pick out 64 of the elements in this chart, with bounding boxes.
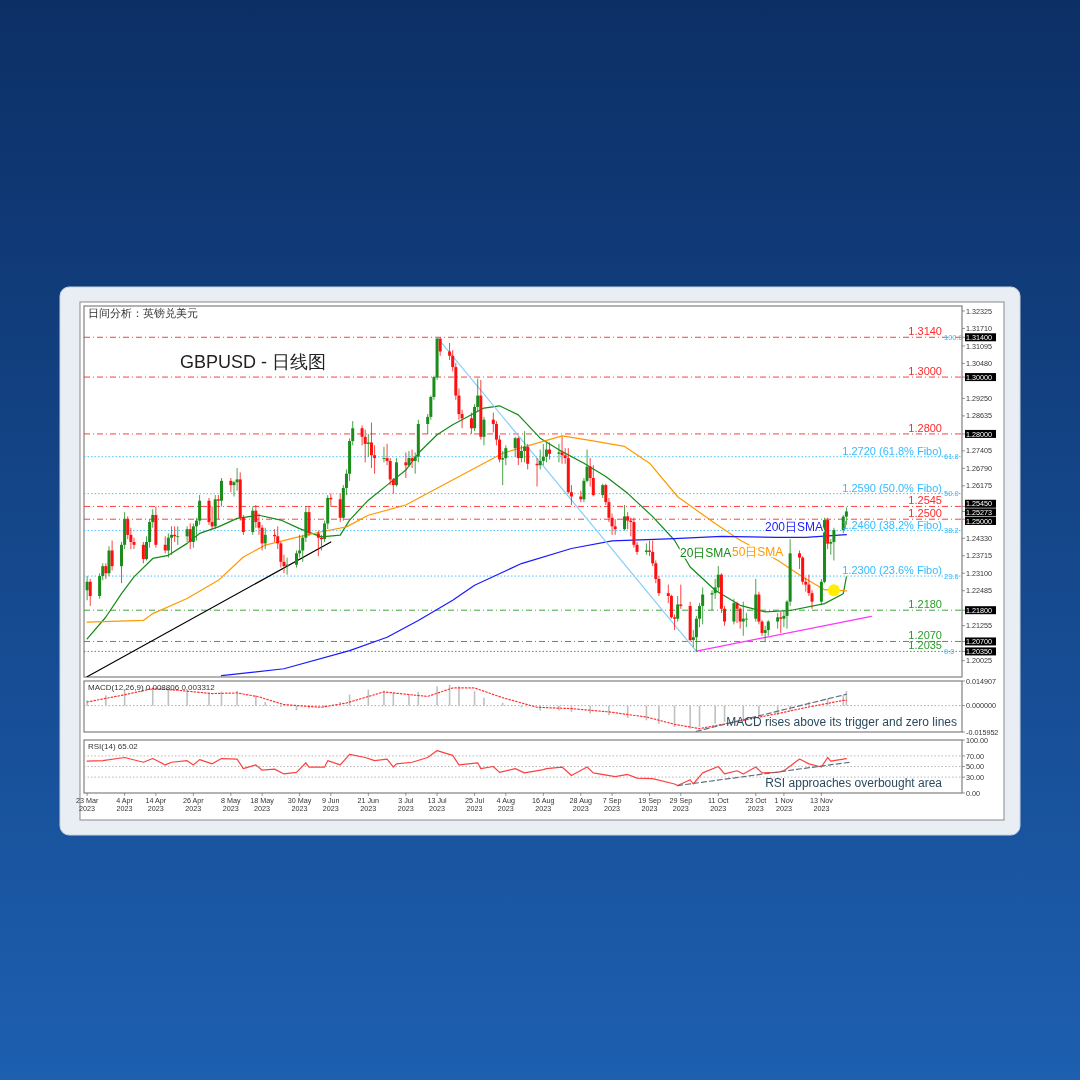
candlestick bbox=[544, 442, 548, 463]
chart-title: RSI(14) 65.02 bbox=[88, 742, 139, 751]
candlestick bbox=[548, 442, 552, 460]
candlestick bbox=[557, 443, 561, 463]
candlestick bbox=[176, 525, 180, 546]
candlestick bbox=[85, 575, 89, 601]
candlestick bbox=[107, 545, 111, 577]
candlestick bbox=[382, 446, 386, 463]
ref-line-label: 1.2545 bbox=[908, 494, 942, 507]
candlestick bbox=[185, 525, 189, 543]
annotation: 日间分析：英镑兑美元 bbox=[88, 307, 198, 319]
candlestick bbox=[526, 443, 530, 470]
annotation: RSI approaches overbought area bbox=[765, 776, 943, 790]
candlestick bbox=[366, 433, 370, 458]
candlestick bbox=[316, 530, 320, 557]
ref-line-label: 1.2180 bbox=[908, 598, 942, 611]
ref-line-label: 1.2800 bbox=[908, 421, 942, 434]
candlestick bbox=[363, 429, 367, 463]
line-series bbox=[86, 687, 847, 730]
candlestick bbox=[88, 578, 92, 607]
ref-line-label: 1.3000 bbox=[908, 365, 942, 378]
candlestick bbox=[235, 467, 239, 492]
candlestick bbox=[438, 336, 442, 357]
candlestick bbox=[169, 525, 173, 556]
candlestick bbox=[338, 493, 342, 523]
candlestick bbox=[560, 436, 564, 465]
candlestick bbox=[229, 477, 233, 493]
candlestick bbox=[826, 517, 830, 550]
ref-line-label: 1.2500 bbox=[908, 507, 942, 520]
candlestick bbox=[741, 601, 745, 637]
candlestick bbox=[541, 443, 545, 466]
candlestick bbox=[832, 527, 836, 561]
ref-line-label: 1.2590 (50.0% Fibo) bbox=[842, 481, 942, 494]
ref-line-label: 1.2300 (23.6% Fibo) bbox=[842, 564, 942, 577]
candlestick bbox=[307, 506, 311, 537]
candlestick bbox=[613, 518, 617, 536]
candlestick bbox=[141, 541, 145, 564]
candlestick bbox=[644, 542, 648, 556]
ref-line-label: 1.2720 (61.8% Fibo) bbox=[842, 444, 942, 457]
candlestick bbox=[404, 452, 408, 479]
chart-title: MACD(12,26,9) 0.008806 0.003312 bbox=[88, 683, 216, 692]
candlestick bbox=[744, 612, 748, 628]
candlestick bbox=[219, 477, 223, 507]
text: GBPUSD - 日线图 bbox=[180, 352, 327, 372]
candlestick bbox=[732, 598, 736, 625]
candlestick bbox=[482, 416, 486, 446]
candlestick bbox=[188, 523, 192, 550]
candlestick bbox=[738, 606, 742, 630]
candlestick bbox=[394, 457, 398, 487]
candlestick bbox=[110, 540, 114, 571]
ref-line-label: 1.2035 bbox=[908, 639, 942, 652]
candlestick bbox=[207, 497, 211, 526]
candlestick bbox=[676, 595, 680, 622]
candlestick bbox=[513, 436, 517, 458]
candlestick bbox=[263, 527, 267, 550]
candlestick bbox=[469, 412, 473, 435]
ref-line-label: 1.3140 bbox=[908, 325, 942, 338]
candlestick bbox=[216, 494, 220, 520]
series-label: 200日SMA bbox=[765, 520, 824, 534]
ref-line-label: 1.2070 bbox=[908, 629, 942, 642]
annotation: MACD rises above its trigger and zero lines bbox=[726, 715, 957, 729]
candlestick bbox=[251, 506, 255, 536]
candlestick bbox=[410, 449, 414, 469]
candlestick bbox=[701, 587, 705, 625]
